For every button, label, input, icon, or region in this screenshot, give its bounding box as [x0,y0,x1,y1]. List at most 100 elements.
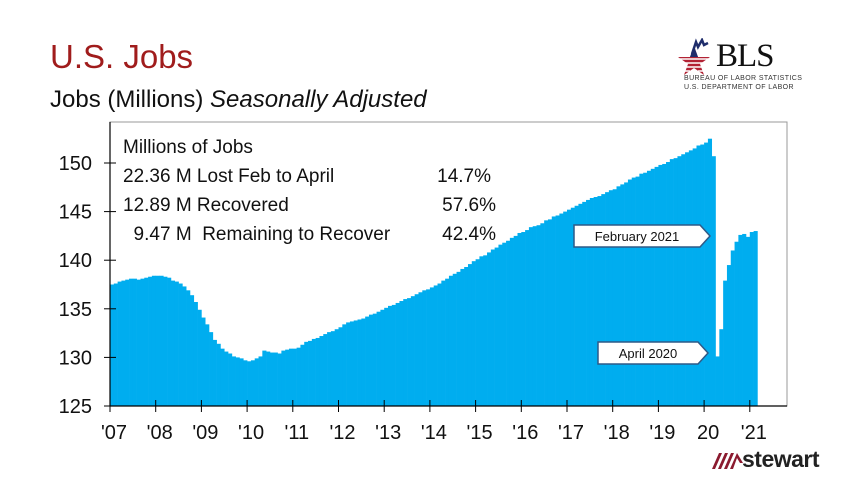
annotation-box: Millions of Jobs 22.36 M Lost Feb to Apr… [123,137,496,245]
callout-arrow-box [573,224,712,248]
bar [753,231,758,406]
bar [612,189,617,406]
bar [243,360,248,406]
bar [258,356,263,406]
bar [361,318,366,406]
bar [563,211,568,406]
bar [704,142,709,406]
bar [201,317,206,406]
bar [707,138,713,406]
bar [247,361,252,406]
bar [395,302,400,406]
bar [730,250,735,406]
bar [384,307,389,406]
bar [285,349,290,406]
bar [467,264,473,406]
axes: 125 130 135 140 145 150 '07 '08 '09 '10 '11 '12 '13 '… [59,122,787,444]
x-tick-label: '09 [192,422,218,444]
callout-arrow-box [597,341,710,365]
bar [479,256,484,406]
bar [711,156,716,406]
bar [209,332,214,406]
bar [151,275,156,406]
bls-logo-text: BLS [716,38,775,74]
bar [368,314,374,406]
bls-logo: BLS BUREAU OF LABOR STATISTICS U.S. DEPA… [676,38,802,98]
bar [262,350,267,406]
bar [296,347,301,406]
x-tick-label: 20 [697,422,719,444]
bar [567,209,572,406]
bar [726,265,732,406]
bar [540,223,545,406]
bar [231,356,236,406]
x-tick-label: '16 [512,422,538,444]
bar [624,182,629,406]
bar [536,225,541,406]
bar [696,145,701,406]
bar [174,281,179,406]
bar [677,156,682,406]
bars [110,138,758,407]
bar [250,360,256,406]
bar [646,170,652,406]
callout-april-2020: April 2020 [597,341,710,365]
bar [688,150,693,406]
bar [353,320,358,406]
bar [189,295,195,406]
bar [300,344,305,406]
bar [582,201,587,406]
bar [570,207,575,406]
bar [608,190,613,406]
subtitle-main: Jobs (Millions) [50,86,204,113]
bar [148,276,153,406]
bar [517,232,522,406]
bar [129,278,134,406]
bar [125,279,130,406]
y-tick-label: 145 [59,202,92,224]
bar [136,279,141,406]
bar [422,290,427,406]
bar [445,278,450,406]
bar [669,159,674,406]
stewart-stripes-icon [712,453,743,469]
bar [578,203,583,406]
bar [547,219,553,406]
y-tick-label: 130 [59,347,92,369]
bar [742,233,747,406]
bar [692,148,697,407]
bar [155,275,160,406]
bar [643,172,648,406]
bar [399,301,404,406]
bar [441,280,446,406]
bar [460,268,465,406]
bar [117,281,122,406]
bar [456,271,461,406]
bar [205,324,210,406]
bar [483,255,488,406]
bar [235,357,240,406]
annotation-row-text: 22.36 M Lost Feb to April [123,166,334,187]
bar [239,358,244,406]
bar [555,215,560,406]
x-tick-label: '17 [558,422,584,444]
chart-subtitle: Jobs (Millions) Seasonally Adjusted [50,86,427,114]
bar [365,316,370,406]
bar [349,321,355,406]
bar [471,261,476,406]
bar [586,199,591,406]
annotation-row-pct: 14.7% [437,166,491,187]
bar [224,351,229,406]
bls-star-icon [678,38,710,75]
bar [159,275,164,406]
bar [319,336,324,406]
bar [144,277,149,406]
bar [532,226,537,406]
stewart-logo: stewart [712,446,842,473]
annotation-heading: Millions of Jobs [123,137,253,158]
callout-february-2021: February 2021 [573,224,712,248]
bar [281,350,286,406]
bar [429,287,435,406]
bar [506,240,511,406]
callouts: February 2021 April 2020 [573,224,712,365]
